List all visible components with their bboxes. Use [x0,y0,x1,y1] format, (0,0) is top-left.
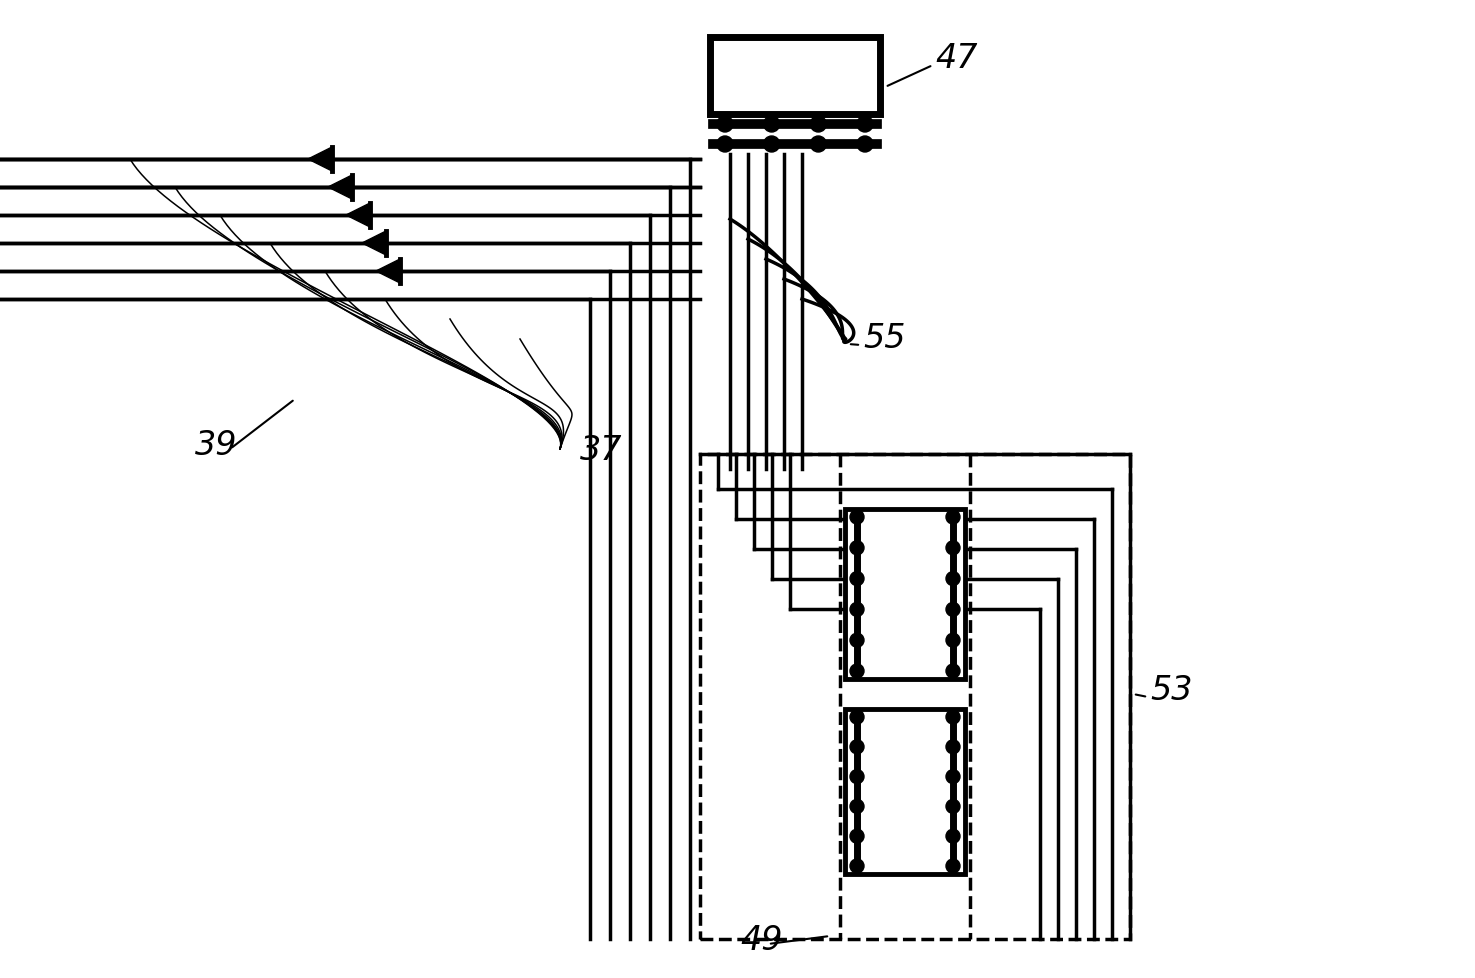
Circle shape [850,829,864,843]
Circle shape [717,137,733,153]
Polygon shape [376,260,400,284]
Circle shape [850,859,864,873]
Circle shape [810,117,826,133]
Circle shape [764,137,780,153]
Circle shape [945,602,960,617]
Circle shape [945,634,960,647]
Polygon shape [361,232,386,255]
Circle shape [857,117,873,133]
Bar [701,455,1130,939]
Circle shape [945,541,960,556]
Text: 47: 47 [935,42,978,75]
Circle shape [850,602,864,617]
Circle shape [764,117,780,133]
Text: 39: 39 [195,428,237,462]
Circle shape [850,541,864,556]
Circle shape [857,137,873,153]
Circle shape [850,710,864,725]
Circle shape [850,511,864,524]
Text: 37: 37 [580,433,622,467]
Circle shape [850,572,864,586]
Circle shape [717,117,733,133]
Circle shape [945,740,960,754]
Circle shape [945,859,960,873]
Circle shape [945,572,960,586]
Circle shape [810,137,826,153]
Bar [845,709,965,874]
Text: 53: 53 [1150,673,1192,706]
Circle shape [945,511,960,524]
Polygon shape [308,148,332,172]
Bar [845,510,965,680]
Polygon shape [327,176,353,200]
Text: 49: 49 [740,923,783,956]
Circle shape [850,800,864,814]
Circle shape [945,664,960,679]
Circle shape [850,770,864,783]
Circle shape [945,710,960,725]
Bar [709,38,881,114]
Circle shape [945,829,960,843]
Circle shape [945,770,960,783]
Circle shape [850,740,864,754]
Text: 55: 55 [863,322,906,355]
Circle shape [945,800,960,814]
Polygon shape [347,203,370,228]
Circle shape [850,634,864,647]
Circle shape [850,664,864,679]
